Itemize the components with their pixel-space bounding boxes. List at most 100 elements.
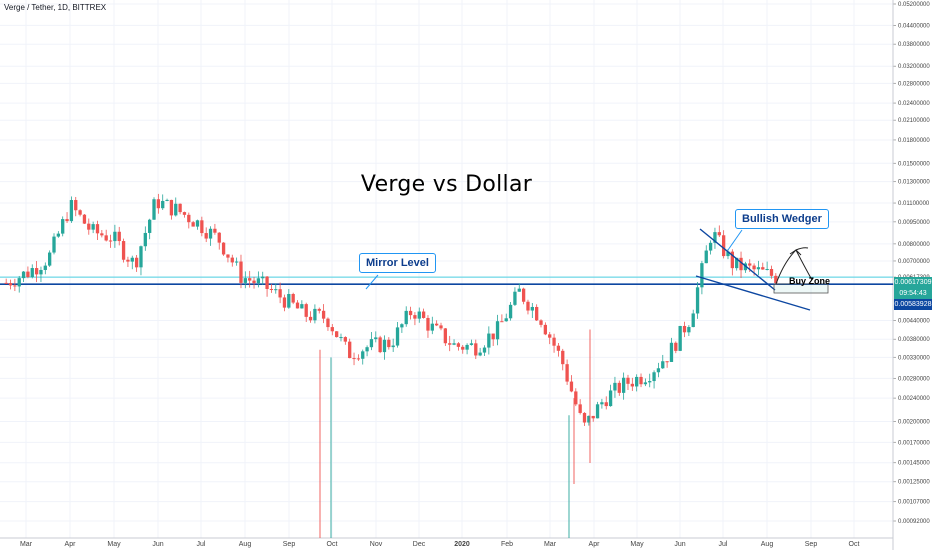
x-tick-label: Aug [239, 541, 252, 548]
candle-body [248, 278, 252, 281]
candle-body [721, 235, 726, 257]
candle-body [313, 308, 317, 321]
candle-body [326, 318, 330, 328]
candle-body [339, 337, 343, 339]
symbol-label: Verge / Tether, 1D, BITTREX [4, 3, 107, 12]
y-tick-label: 0.00950000 [898, 220, 930, 226]
x-tick-label: Nov [370, 541, 383, 548]
y-tick-label: 0.00200000 [898, 419, 930, 425]
candle-body [565, 364, 569, 382]
candle-body [156, 199, 161, 209]
candle-body [774, 275, 778, 283]
candle-body [78, 210, 82, 215]
candle-body [461, 346, 465, 350]
candle-body [282, 297, 287, 308]
candle-body [469, 343, 474, 345]
candle-body [443, 328, 448, 344]
candle-body [500, 321, 504, 323]
x-tick-label: Apr [65, 541, 77, 548]
candle-body [117, 231, 121, 242]
candle-body [191, 222, 195, 227]
y-tick-label: 0.00380000 [898, 337, 930, 343]
candle-body [178, 203, 182, 213]
candle-body [656, 368, 661, 373]
candle-body [334, 331, 339, 338]
candle-body [148, 219, 152, 233]
candle-body [400, 324, 404, 328]
candle-body [74, 200, 78, 211]
candle-body [608, 390, 613, 407]
candle-body [495, 321, 500, 340]
candle-body [643, 382, 648, 385]
candle-body [21, 271, 26, 279]
candle-body [134, 257, 139, 268]
candle-body [234, 261, 239, 263]
candle-body [595, 404, 600, 419]
candle-body [165, 199, 169, 201]
x-tick-label: May [107, 541, 121, 548]
bullish-wedge-callout: Bullish Wedger [735, 209, 829, 229]
candle-body [626, 377, 630, 384]
candle-body [308, 316, 313, 321]
y-tick-label: 0.02400000 [898, 101, 930, 107]
candle-body [26, 271, 30, 278]
candle-body [478, 352, 482, 356]
candle-body [756, 267, 761, 270]
candle-body [717, 232, 721, 236]
y-tick-label: 0.00170000 [898, 440, 930, 446]
candle-body [682, 325, 687, 333]
candle-body [639, 376, 643, 385]
candle-body [204, 233, 208, 239]
candle-body [221, 242, 226, 255]
candle-body [348, 341, 352, 359]
candle-body [600, 402, 604, 405]
candle-body [100, 233, 104, 236]
candle-body [678, 325, 682, 351]
y-tick-label: 0.00700000 [898, 259, 930, 265]
candle-body [513, 291, 517, 305]
candle-body [269, 288, 274, 290]
candle-body [295, 302, 300, 309]
candle-body [30, 268, 34, 278]
candle-body [108, 240, 113, 242]
candle-body [256, 278, 261, 284]
countdown-tag: 09:54:43 [894, 288, 932, 299]
candle-body [417, 311, 421, 319]
candle-body [82, 214, 87, 224]
candle-body [169, 199, 174, 216]
candle-body [435, 323, 439, 326]
candle-body [465, 344, 469, 350]
candle-body [391, 345, 395, 348]
y-tick-label: 0.00125000 [898, 480, 930, 486]
candle-body [87, 223, 91, 230]
y-tick-label: 0.00145000 [898, 461, 930, 467]
candle-body [439, 325, 443, 329]
candle-body [195, 220, 200, 227]
candle-body [317, 308, 321, 311]
candle-body [448, 343, 452, 345]
candle-body [69, 200, 74, 222]
candle-body [504, 318, 508, 322]
mirror-level-pointer [365, 274, 379, 290]
chart-title: Verge vs Dollar [360, 172, 533, 197]
candle-body [13, 285, 17, 287]
y-tick-label: 0.02800000 [898, 81, 930, 87]
x-tick-label: Jul [719, 541, 728, 548]
y-tick-label: 0.00092000 [898, 519, 930, 525]
candle-body [121, 241, 126, 260]
candle-body [130, 257, 134, 262]
candle-body [300, 304, 304, 309]
candle-body [17, 278, 21, 287]
candle-body [587, 415, 591, 423]
y-tick-label: 0.01800000 [898, 138, 930, 144]
candle-body [648, 381, 652, 383]
candle-body [700, 263, 704, 288]
candle-body [208, 228, 213, 239]
candle-body [161, 200, 165, 209]
buy-zone-box [773, 283, 829, 294]
candle-body [378, 337, 382, 353]
candle-body [182, 212, 187, 215]
candle-body [343, 337, 347, 342]
candle-body [769, 268, 774, 276]
